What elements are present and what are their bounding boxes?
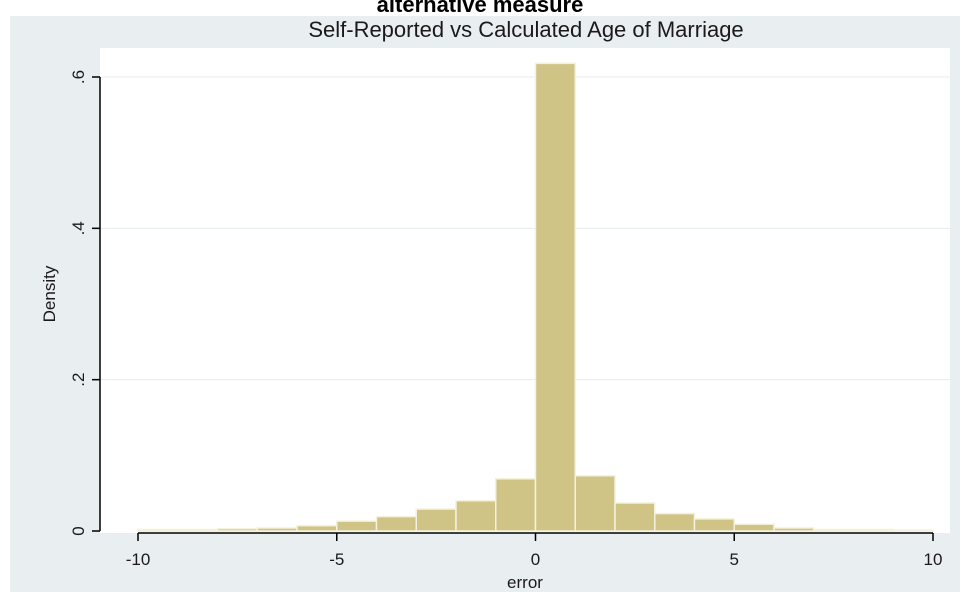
histogram-bar [654,512,696,532]
grid-lines [100,76,950,381]
histogram-bar [534,62,576,532]
histogram-bar [852,528,894,532]
histogram-bar [296,524,338,532]
x-axis-label: error [507,573,543,592]
histogram-bar [773,527,815,532]
tick-labels: 0 .2 .4 .6 -10 -5 0 5 10 [69,70,942,569]
figure-title: alternative measure [376,0,584,17]
x-tick-label: -5 [329,550,344,569]
y-tick-label: 0 [69,526,88,535]
histogram-bar [892,529,934,532]
x-tick-label: -10 [126,550,151,569]
histogram-bar [733,523,775,532]
histogram-bar [455,499,497,532]
y-tick-label: .4 [69,221,88,235]
histogram-bar [375,515,417,532]
axes [92,76,934,541]
histogram-bar [336,520,378,532]
histogram-bar [256,527,298,532]
x-tick-label: 0 [531,550,540,569]
chart-title: Self-Reported vs Calculated Age of Marri… [308,17,743,42]
bars [137,62,934,532]
y-axis-label: Density [40,265,59,322]
histogram-bar [137,528,179,532]
x-tick-label: 5 [730,550,739,569]
histogram-bar [495,478,537,532]
histogram-bar [216,527,258,532]
y-tick-label: .2 [69,373,88,387]
histogram-bar [693,518,735,532]
plot-area [100,48,950,533]
x-tick-label: 10 [924,550,943,569]
histogram-bar [177,528,219,532]
histogram-bar [574,475,616,532]
histogram-bar [415,508,457,532]
histogram-bar [813,528,855,532]
histogram-bar [614,502,656,532]
y-tick-label: .6 [69,70,88,84]
